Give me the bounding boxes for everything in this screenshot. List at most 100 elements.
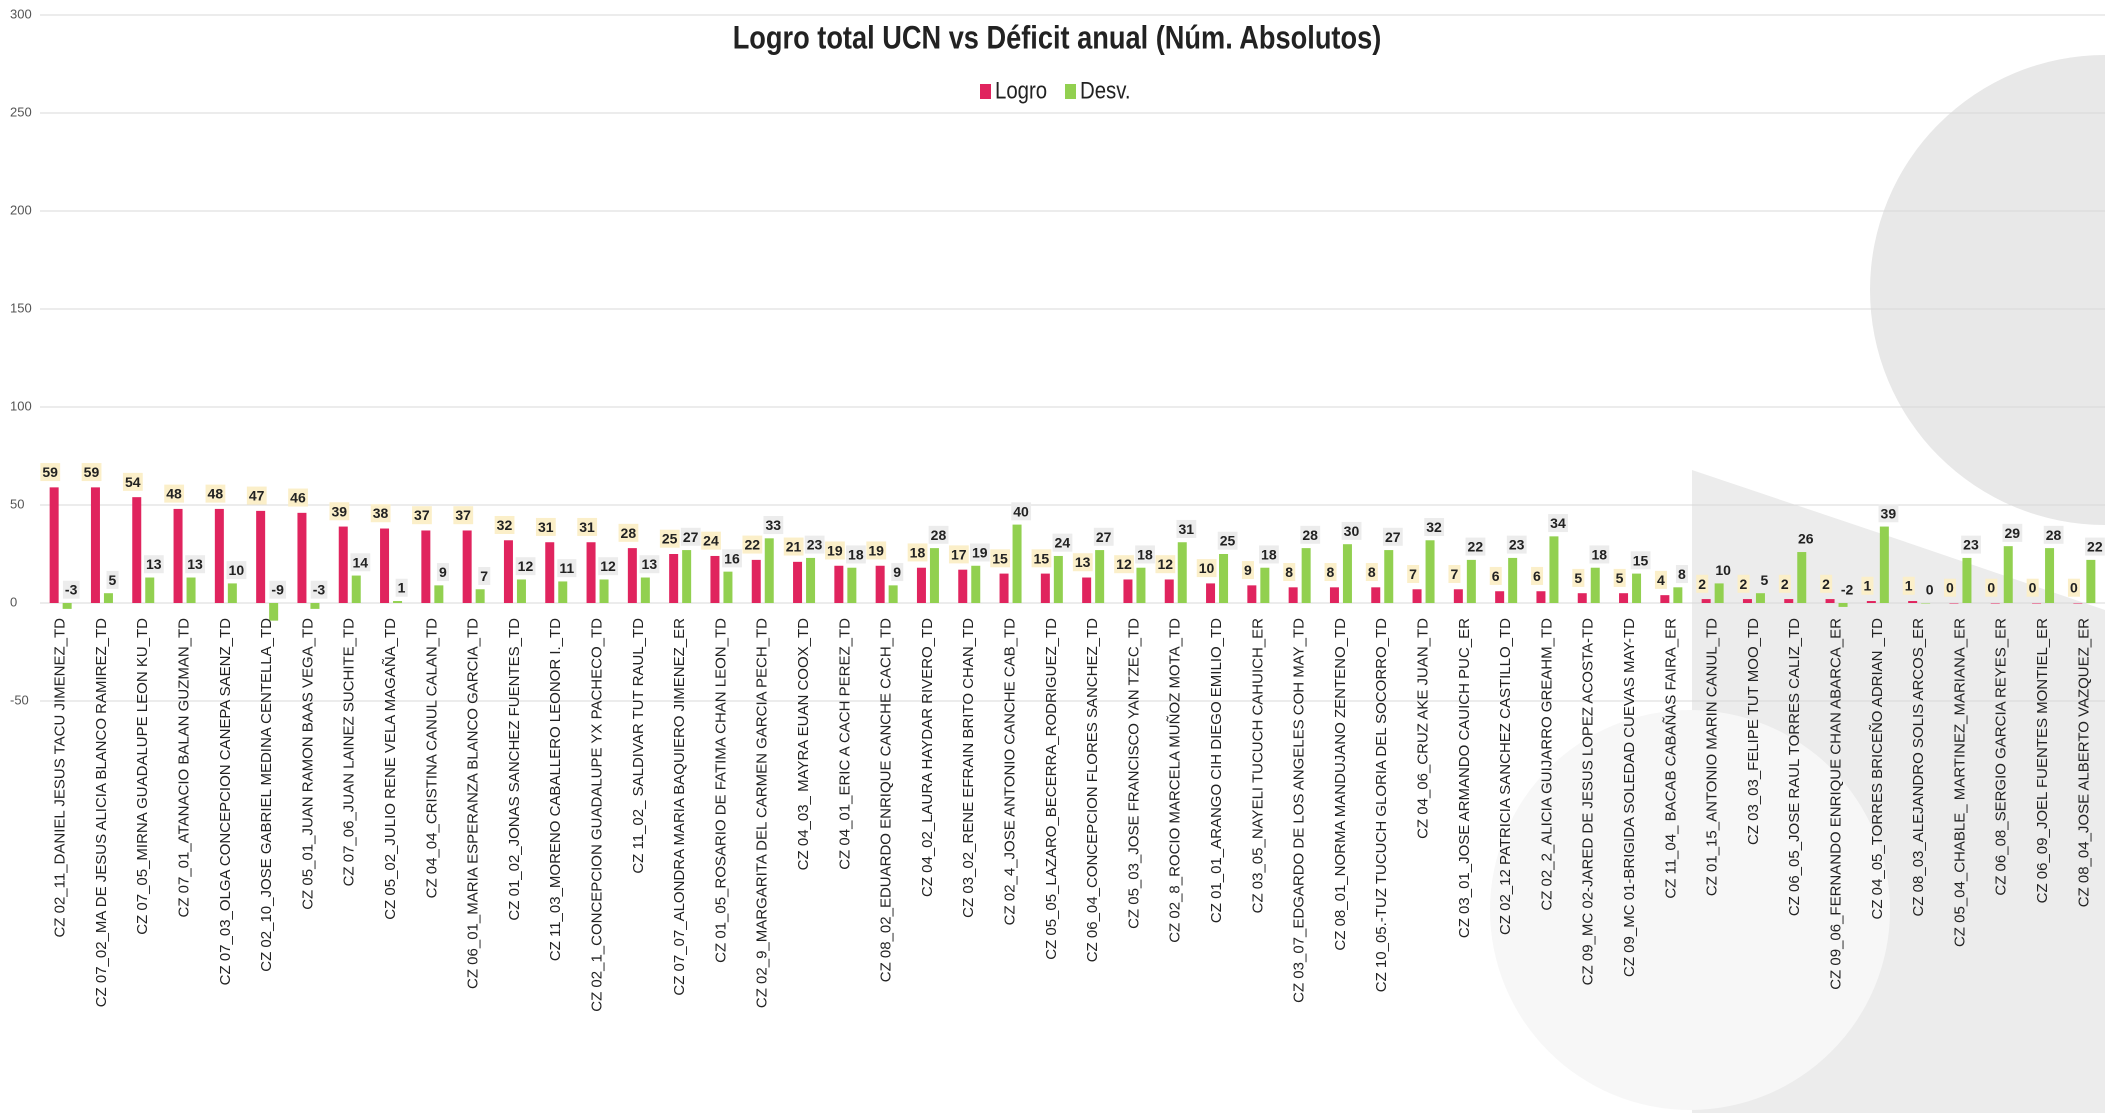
x-tick-label: CZ 08_02_EDUARDO ENRIQUE CANCHE CACH_TD: [878, 618, 895, 982]
data-label-bg: [1737, 574, 1750, 593]
bar: [1466, 559, 1476, 603]
data-label: 8: [1368, 564, 1376, 580]
data-label: 15: [992, 550, 1008, 566]
bar: [545, 542, 555, 603]
bar: [90, 487, 100, 603]
bar: [62, 603, 72, 609]
data-label: 23: [807, 537, 823, 553]
data-label-bg: [907, 543, 928, 562]
data-label-bg: [1961, 535, 1981, 554]
data-label-bg: [1878, 504, 1899, 523]
bar: [49, 487, 59, 603]
data-label: 9: [893, 564, 901, 580]
bar: [1632, 573, 1642, 603]
data-label-bg: [1448, 564, 1461, 583]
x-tick-label: CZ 06_09_JOEL FUENTES MONTIEL_ER: [2034, 618, 2051, 904]
x-tick-label: CZ 04_04_CRISTINA CANUL CALAN_TD: [423, 618, 440, 899]
bar: [434, 585, 444, 603]
data-label-bg: [453, 506, 474, 525]
bar: [958, 569, 968, 603]
data-label: 47: [249, 488, 265, 504]
data-label: 19: [827, 542, 843, 558]
bar: [1219, 554, 1229, 603]
data-label: 8: [1327, 564, 1335, 580]
x-tick-label: CZ 04_06_CRUZ AKE JUAN_TD: [1415, 618, 1432, 839]
data-label: 22: [1468, 539, 1484, 555]
bar: [669, 554, 679, 603]
x-tick-label: CZ 02_4_JOSE ANTONIO CANCHE CAB_TD: [1002, 618, 1019, 925]
data-label: 4: [1657, 572, 1665, 588]
data-label-bg: [310, 580, 328, 599]
bar: [723, 571, 733, 603]
data-label-bg: [288, 488, 308, 507]
legend-swatch: [1065, 84, 1076, 99]
bar: [1495, 591, 1505, 603]
x-tick-label: CZ 03_02_RENE EFRAIN BRITO CHAN_TD: [960, 618, 977, 918]
data-label-bg: [1341, 521, 1362, 540]
bar: [916, 567, 926, 603]
x-tick-label: CZ 09_MC 02-JARED DE JESUS LOPEZ ACOSTA-…: [1580, 618, 1597, 985]
bar: [462, 530, 472, 603]
data-label: 24: [1055, 535, 1071, 551]
decor-circle: [1870, 55, 2105, 525]
x-tick-label: CZ 05_04_CHABLE_ MARTINEZ_MARIANA_ER: [1951, 618, 1968, 947]
data-label: 32: [1426, 519, 1442, 535]
bar: [1288, 587, 1298, 603]
bar: [1879, 526, 1889, 603]
data-label-bg: [1114, 555, 1134, 574]
data-label-bg: [395, 578, 408, 597]
x-tick-label: CZ 04_05_TORRES BRICEÑO ADRIAN _TD: [1869, 618, 1886, 920]
bar: [2003, 546, 2013, 603]
bar: [1619, 593, 1629, 603]
data-label: 13: [187, 556, 203, 572]
data-label: -3: [313, 582, 326, 598]
data-label-bg: [846, 545, 866, 564]
data-label-bg: [1548, 514, 1568, 533]
x-tick-label: CZ 02_11_DANIEL JESUS TACU JIMENEZ_TD: [52, 618, 69, 938]
y-tick-label: -50: [10, 692, 29, 707]
data-label: 25: [1220, 533, 1236, 549]
data-label-bg: [1259, 545, 1279, 564]
data-label: 0: [2029, 580, 2037, 596]
data-label-bg: [122, 472, 143, 491]
data-label-bg: [515, 557, 536, 576]
bar: [2073, 603, 2083, 604]
y-tick-label: 50: [10, 496, 24, 511]
y-tick-label: 200: [10, 202, 32, 217]
data-label: 16: [724, 550, 740, 566]
data-label-bg: [948, 545, 969, 564]
x-tick-label: CZ 02_12 PATRICIA SANCHEZ CASTILLO_TD: [1497, 618, 1514, 935]
bar: [421, 530, 431, 603]
data-label-bg: [2043, 525, 2064, 544]
x-tick-label: CZ 06_04_CONCEPCION FLORES SANCHEZ_TD: [1084, 618, 1101, 962]
bar: [710, 555, 720, 603]
bar: [1342, 544, 1352, 603]
x-tick-label: CZ 02_8_ROCIO MARCELA MUÑOZ MOTA_TD: [1167, 618, 1184, 943]
data-label-bg: [494, 515, 515, 534]
data-label-bg: [143, 555, 164, 574]
data-label: 6: [1533, 568, 1541, 584]
bar: [847, 567, 857, 603]
x-tick-label: CZ 03_05_NAYELI TUCUCH CAHUICH_ER: [1249, 618, 1266, 914]
bar: [393, 601, 403, 603]
data-label-bg: [804, 535, 825, 554]
data-label-bg: [246, 486, 267, 505]
bar: [1962, 557, 1972, 603]
data-label: 1: [398, 580, 406, 596]
x-tick-label: CZ 11_02_ SALDIVAR TUT RAUL_TD: [630, 618, 647, 874]
bar: [640, 577, 650, 603]
x-tick-label: CZ 06_05_JOSE RAUL TORRES CALIZ_TD: [1786, 618, 1803, 916]
data-label-bg: [329, 502, 350, 521]
data-label-bg: [1031, 549, 1052, 568]
data-label: 28: [1302, 527, 1318, 543]
x-tick-label: CZ 06_01_MARIA ESPERANZA BLANCO GARCIA_T…: [465, 618, 482, 989]
bar: [145, 577, 155, 603]
data-label: 32: [497, 517, 513, 533]
data-label: 15: [1034, 550, 1050, 566]
x-tick-label: CZ 04_03_ MAYRA EUAN COOX_TD: [795, 618, 812, 870]
data-label: 37: [455, 507, 471, 523]
bar: [1577, 593, 1587, 603]
data-label: 18: [1591, 546, 1607, 562]
data-label-bg: [412, 506, 432, 525]
data-label-bg: [783, 537, 804, 556]
